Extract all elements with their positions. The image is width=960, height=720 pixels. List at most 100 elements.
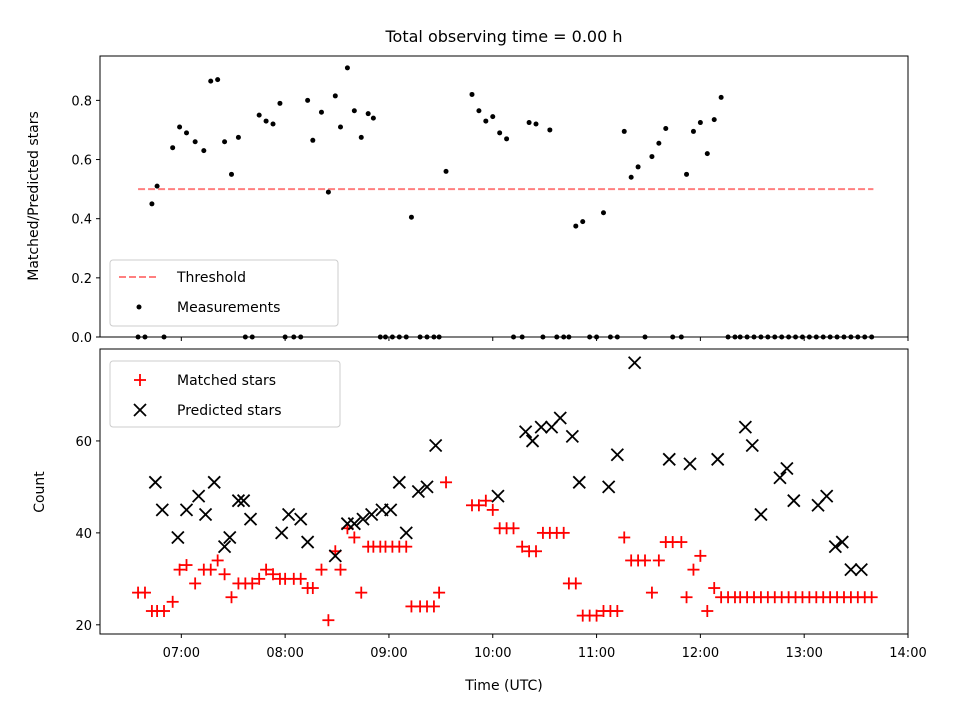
matched-star-point bbox=[557, 526, 570, 539]
measurement-point bbox=[256, 112, 262, 118]
predicted-star-point bbox=[738, 420, 752, 434]
matched-star-point bbox=[440, 476, 453, 489]
predicted-star-point bbox=[835, 535, 849, 549]
measurement-point bbox=[690, 128, 696, 134]
measurement-point bbox=[351, 108, 357, 114]
predicted-stars-group bbox=[148, 356, 868, 577]
matched-star-point bbox=[246, 577, 259, 590]
measurement-point bbox=[170, 145, 176, 151]
matched-star-point bbox=[675, 536, 688, 549]
measurement-point bbox=[277, 100, 283, 106]
matched-star-point bbox=[306, 582, 319, 595]
measurement-point bbox=[490, 114, 496, 120]
matched-star-point bbox=[400, 540, 413, 553]
measurement-point bbox=[711, 117, 717, 123]
matched-star-point bbox=[645, 586, 658, 599]
bottom-y-tick-label: 20 bbox=[75, 619, 92, 634]
matched-star-point bbox=[334, 563, 347, 576]
predicted-star-point bbox=[780, 461, 794, 476]
predicted-star-point bbox=[155, 503, 169, 517]
measurement-point bbox=[635, 164, 641, 170]
measurement-point bbox=[184, 130, 190, 136]
measurement-point bbox=[154, 183, 160, 189]
matched-star-point bbox=[708, 582, 721, 595]
bottom-x-tick-label: 12:00 bbox=[682, 646, 719, 661]
matched-star-point bbox=[652, 554, 665, 567]
predicted-star-point bbox=[191, 489, 206, 503]
predicted-star-point bbox=[420, 480, 434, 494]
measurement-point bbox=[704, 151, 710, 157]
matched-star-point bbox=[486, 503, 499, 516]
predicted-star-point bbox=[171, 530, 185, 545]
matched-star-point bbox=[225, 591, 238, 604]
top-y-ticks: 0.0 0.2 0.4 0.6 0.8 bbox=[71, 94, 100, 346]
top-x-ticks bbox=[180, 337, 909, 341]
matched-star-point bbox=[472, 499, 485, 512]
measurement-point bbox=[600, 210, 606, 216]
top-y-tick-label: 0.2 bbox=[71, 272, 92, 287]
measurement-point bbox=[310, 137, 316, 143]
predicted-star-point bbox=[745, 438, 759, 453]
measurement-point bbox=[697, 120, 703, 126]
matched-star-point bbox=[218, 568, 231, 581]
predicted-star-point bbox=[518, 425, 533, 439]
matched-star-point bbox=[590, 609, 603, 622]
predicted-star-point bbox=[198, 507, 213, 522]
predicted-star-point bbox=[328, 549, 342, 563]
predicted-star-point bbox=[243, 512, 258, 526]
measurement-point bbox=[443, 168, 449, 174]
matched-star-point bbox=[189, 577, 202, 590]
bottom-x-tick-label: 10:00 bbox=[474, 646, 511, 661]
legend-predicted-label: Predicted stars bbox=[177, 403, 282, 419]
predicted-star-point bbox=[179, 503, 194, 517]
predicted-star-point bbox=[627, 356, 642, 370]
measurement-point bbox=[358, 134, 364, 140]
measurement-point bbox=[201, 148, 207, 154]
measurement-point bbox=[149, 201, 155, 207]
measurement-point bbox=[621, 128, 627, 134]
measurement-point bbox=[408, 214, 414, 220]
top-legend-box bbox=[109, 259, 339, 327]
bottom-x-tick-label: 13:00 bbox=[785, 646, 822, 661]
matched-star-point bbox=[611, 605, 624, 618]
matched-star-point bbox=[322, 614, 335, 627]
matched-star-point bbox=[173, 563, 186, 576]
predicted-star-point bbox=[429, 438, 443, 453]
measurement-point bbox=[476, 108, 482, 114]
matched-star-point bbox=[211, 554, 224, 567]
measurement-point bbox=[526, 120, 532, 126]
measurement-point bbox=[663, 125, 669, 131]
matched-star-point bbox=[158, 605, 171, 618]
matched-star-point bbox=[680, 591, 693, 604]
predicted-star-point bbox=[820, 489, 834, 503]
predicted-star-point bbox=[854, 563, 868, 577]
predicted-star-point bbox=[275, 526, 289, 540]
measurement-point bbox=[573, 223, 579, 229]
matched-star-point bbox=[348, 531, 361, 544]
measurement-point bbox=[497, 130, 503, 136]
bottom-x-tick-label: 11:00 bbox=[578, 646, 615, 661]
measurement-point bbox=[656, 140, 662, 146]
predicted-star-point bbox=[844, 563, 858, 577]
bottom-y-axis-label: Count bbox=[32, 471, 48, 513]
matched-star-point bbox=[294, 572, 307, 585]
bottom-axes-frame bbox=[99, 348, 909, 635]
matched-star-point bbox=[569, 577, 582, 590]
matched-star-point bbox=[355, 586, 368, 599]
measurement-point bbox=[684, 171, 690, 177]
matched-star-point bbox=[687, 563, 700, 576]
bottom-x-axis-label: Time (UTC) bbox=[464, 678, 542, 694]
measurement-point bbox=[177, 124, 183, 130]
legend-matched-label: Matched stars bbox=[177, 373, 276, 389]
matched-star-point bbox=[433, 586, 446, 599]
legend-matched-swatch bbox=[134, 374, 146, 386]
measurement-point bbox=[325, 189, 331, 195]
bottom-y-tick-label: 40 bbox=[75, 527, 92, 542]
predicted-star-point bbox=[148, 475, 163, 489]
measurement-point bbox=[580, 219, 586, 225]
predicted-star-point bbox=[231, 494, 246, 508]
top-y-axis-label: Matched/Predicted stars bbox=[26, 111, 42, 281]
measurement-point bbox=[365, 111, 371, 117]
top-y-tick-label: 0.0 bbox=[71, 331, 92, 346]
predicted-star-point bbox=[491, 489, 505, 503]
